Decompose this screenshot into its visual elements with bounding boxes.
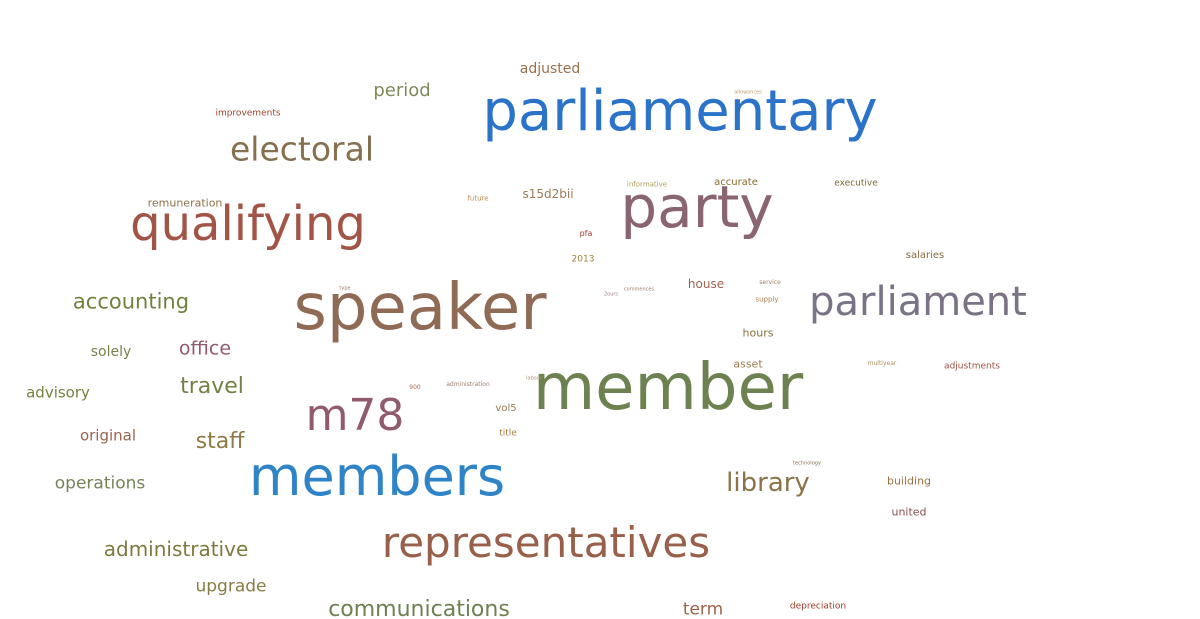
word-parliament: parliament — [809, 279, 1027, 325]
word-parliamentary: parliamentary — [482, 79, 878, 144]
word-members: members — [248, 445, 506, 508]
word-upgrade: upgrade — [195, 576, 267, 597]
word-m78: m78 — [305, 390, 405, 441]
word-executive: executive — [834, 178, 878, 189]
word-administrative: administrative — [103, 537, 249, 561]
word-party: party — [620, 173, 774, 241]
word-term: term — [682, 599, 724, 619]
word-period: period — [373, 80, 431, 101]
word-communications: communications — [328, 597, 510, 619]
word-title: title — [499, 428, 517, 439]
word-accurate: accurate — [714, 177, 758, 188]
word-2013: 2013 — [571, 254, 595, 265]
word-travel: travel — [180, 374, 244, 399]
word-adjustments: adjustments — [944, 361, 1000, 372]
word-salaries: salaries — [905, 250, 945, 261]
word-member: member — [532, 351, 804, 425]
word-service: service — [759, 279, 781, 286]
word-depreciation: depreciation — [789, 601, 847, 612]
word-multiyear: multiyear — [867, 360, 897, 367]
word-remuneration: remuneration — [147, 196, 223, 210]
word-staff: staff — [195, 429, 245, 454]
word-office: office — [178, 337, 232, 360]
word-administration: administration — [446, 381, 490, 388]
word-advisory: advisory — [26, 383, 90, 402]
word-accounting: accounting — [72, 289, 190, 314]
word-informative: informative — [626, 180, 668, 189]
word-improvements: improvements — [215, 108, 281, 119]
word-solely: solely — [90, 344, 132, 360]
word-900: 900 — [409, 384, 421, 391]
word-hours: hours — [742, 326, 774, 340]
word-representatives: representatives — [381, 518, 711, 567]
word-technology: technology — [793, 460, 821, 467]
word-adjusted: adjusted — [519, 61, 581, 77]
word-building: building — [886, 474, 932, 488]
word-allowances: allowances — [734, 89, 762, 96]
word-s15d2bii: s15d2bii — [522, 187, 574, 201]
word-labour: labour — [526, 375, 542, 382]
word-asset: asset — [733, 357, 763, 371]
word-commences: commences — [623, 286, 655, 293]
word-future: future — [467, 194, 489, 203]
word-qualifying: qualifying — [130, 196, 366, 252]
word-library: library — [726, 468, 810, 498]
word-2ours: 2ours — [603, 291, 619, 298]
word-speaker: speaker — [293, 271, 547, 345]
word-supply: supply — [755, 295, 779, 304]
word-operations: operations — [54, 473, 146, 494]
word-original: original — [79, 426, 137, 445]
word-pfa: pfa — [579, 229, 593, 238]
word-united: united — [891, 505, 927, 519]
word-electoral: electoral — [229, 129, 375, 169]
word-house: house — [687, 277, 725, 291]
word-type: type — [339, 285, 351, 292]
word-vol5: vol5 — [495, 403, 517, 414]
